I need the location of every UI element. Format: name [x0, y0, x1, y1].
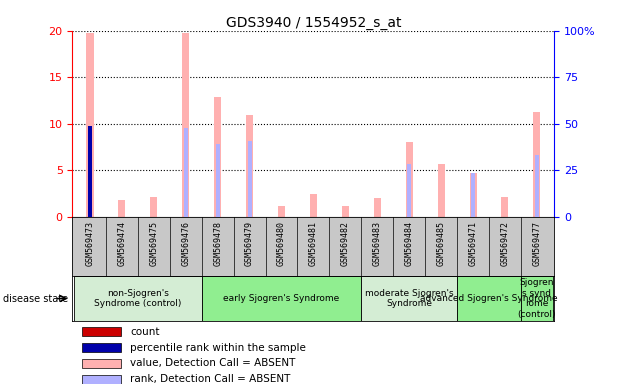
Bar: [406, 142, 413, 217]
Bar: [535, 155, 539, 217]
Text: GSM569477: GSM569477: [532, 221, 541, 266]
Text: GSM569473: GSM569473: [86, 221, 94, 266]
Bar: [151, 197, 158, 217]
Bar: [521, 276, 553, 321]
Bar: [182, 33, 189, 217]
Text: early Sjogren's Syndrome: early Sjogren's Syndrome: [224, 294, 340, 303]
Bar: [278, 206, 285, 217]
Text: GSM569471: GSM569471: [469, 221, 478, 266]
Bar: [82, 359, 121, 368]
Text: count: count: [130, 327, 160, 337]
Bar: [82, 328, 121, 336]
Text: rank, Detection Call = ABSENT: rank, Detection Call = ABSENT: [130, 374, 290, 384]
Bar: [457, 276, 521, 321]
Text: disease state: disease state: [3, 293, 68, 304]
Bar: [501, 197, 508, 217]
Bar: [202, 276, 361, 321]
Text: GSM569481: GSM569481: [309, 221, 318, 266]
Bar: [361, 276, 457, 321]
Bar: [215, 144, 220, 217]
Bar: [248, 141, 251, 217]
Bar: [184, 129, 188, 217]
Text: GSM569478: GSM569478: [213, 221, 222, 266]
Text: GSM569485: GSM569485: [437, 221, 445, 266]
Bar: [471, 173, 475, 217]
Bar: [534, 112, 541, 217]
Title: GDS3940 / 1554952_s_at: GDS3940 / 1554952_s_at: [226, 16, 401, 30]
Bar: [374, 199, 381, 217]
Text: GSM569472: GSM569472: [500, 221, 510, 266]
Text: GSM569474: GSM569474: [117, 221, 127, 266]
Bar: [438, 164, 445, 217]
Text: GSM569484: GSM569484: [404, 221, 414, 266]
Bar: [214, 97, 221, 217]
Text: GSM569483: GSM569483: [373, 221, 382, 266]
Bar: [82, 375, 121, 384]
Text: value, Detection Call = ABSENT: value, Detection Call = ABSENT: [130, 358, 295, 368]
Text: GSM569482: GSM569482: [341, 221, 350, 266]
Text: GSM569479: GSM569479: [245, 221, 254, 266]
Bar: [88, 126, 92, 217]
Text: advanced Sjogren's Syndrome: advanced Sjogren's Syndrome: [420, 294, 558, 303]
Bar: [82, 343, 121, 352]
Bar: [118, 200, 125, 217]
Bar: [86, 33, 93, 217]
Text: GSM569475: GSM569475: [149, 221, 158, 266]
Text: moderate Sjogren's
Syndrome: moderate Sjogren's Syndrome: [365, 289, 454, 308]
Text: percentile rank within the sample: percentile rank within the sample: [130, 343, 306, 353]
Bar: [74, 276, 202, 321]
Text: Sjogren
s synd
rome
(control): Sjogren s synd rome (control): [518, 278, 556, 319]
Bar: [342, 206, 349, 217]
Bar: [469, 173, 476, 217]
Text: GSM569476: GSM569476: [181, 221, 190, 266]
Text: non-Sjogren's
Syndrome (control): non-Sjogren's Syndrome (control): [94, 289, 181, 308]
Bar: [246, 116, 253, 217]
Bar: [407, 164, 411, 217]
Text: GSM569480: GSM569480: [277, 221, 286, 266]
Bar: [310, 194, 317, 217]
